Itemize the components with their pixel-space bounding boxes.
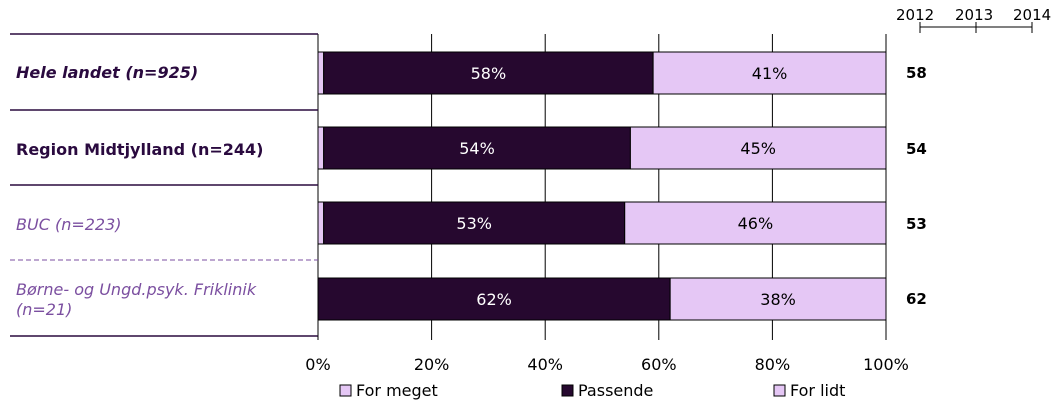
score-buc: 53 — [906, 215, 927, 233]
data-label-1-2: 45% — [740, 139, 776, 158]
legend-label-2: For lidt — [790, 381, 845, 400]
legend-swatch-1 — [561, 384, 574, 397]
row-label-friklinik: Børne- og Ungd.psyk. Friklinik (n=21) — [16, 280, 257, 319]
row-label-hele-landet: Hele landet (n=925) — [16, 63, 199, 82]
year-2013[interactable]: 2013 — [955, 6, 994, 24]
tick-label-5: 100% — [863, 355, 909, 374]
legend-swatch-0 — [339, 384, 352, 397]
data-label-3-1: 62% — [476, 290, 512, 309]
row-label-region-midtjylland: Region Midtjylland (n=244) — [16, 140, 264, 159]
legend-swatch-2 — [773, 384, 786, 397]
score-friklinik: 62 — [906, 290, 927, 308]
data-label-0-2: 41% — [752, 64, 788, 83]
data-label-0-1: 58% — [471, 64, 507, 83]
year-2012[interactable]: 2012 — [896, 6, 935, 24]
segment-for-lidt-3 — [669, 277, 887, 321]
segment-passende-2 — [323, 201, 626, 245]
score-region-midtjylland: 54 — [906, 140, 927, 158]
segment-for-meget-2 — [317, 201, 325, 245]
data-label-1-1: 54% — [459, 139, 495, 158]
tick-label-4: 80% — [755, 355, 791, 374]
segment-for-meget-1 — [317, 126, 325, 170]
legend-label-0: For meget — [356, 381, 438, 400]
segment-for-lidt-1 — [629, 126, 887, 170]
data-label-2-2: 46% — [738, 214, 774, 233]
tick-label-2: 40% — [527, 355, 563, 374]
segment-for-lidt-0 — [652, 51, 887, 95]
row-label-buc: BUC (n=223) — [16, 215, 122, 234]
score-hele-landet: 58 — [906, 64, 927, 82]
tick-label-3: 60% — [641, 355, 677, 374]
legend-label-1: Passende — [578, 381, 653, 400]
tick-label-1: 20% — [414, 355, 450, 374]
year-2014[interactable]: 2014 — [1013, 6, 1052, 24]
segment-for-lidt-2 — [624, 201, 887, 245]
segment-passende-1 — [323, 126, 631, 170]
data-label-2-1: 53% — [456, 214, 492, 233]
data-label-3-2: 38% — [760, 290, 796, 309]
tick-label-0: 0% — [305, 355, 330, 374]
segment-for-meget-0 — [317, 51, 325, 95]
